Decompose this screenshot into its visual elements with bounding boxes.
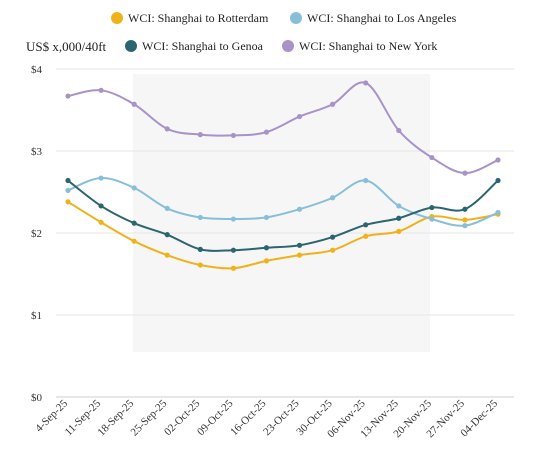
data-point (495, 157, 501, 163)
data-point (462, 206, 468, 212)
data-point (330, 101, 336, 107)
data-point (429, 204, 435, 211)
data-point (363, 222, 369, 228)
data-point (230, 216, 236, 222)
data-point (429, 154, 435, 161)
data-point (131, 220, 137, 226)
legend-swatch (282, 40, 294, 52)
data-point (197, 262, 203, 268)
data-point (263, 258, 270, 264)
data-point (65, 187, 71, 193)
data-point (164, 205, 170, 211)
legend-item: WCI: Shanghai to Rotterdam (111, 11, 269, 25)
series-2 (65, 175, 501, 229)
series-4 (65, 80, 501, 176)
data-point (396, 203, 402, 209)
legend-item: WCI: Shanghai to Los Angeles (290, 11, 457, 25)
data-point (396, 127, 402, 134)
legend-item: WCI: Shanghai to Genoa (125, 39, 264, 53)
data-point (65, 177, 71, 184)
y-tick-label: $4 (31, 64, 43, 76)
data-point (363, 177, 369, 184)
data-point (98, 203, 104, 209)
data-point (230, 247, 236, 253)
data-point (230, 265, 236, 271)
data-point (462, 170, 468, 176)
data-point (65, 199, 71, 205)
y-tick-label: $3 (31, 146, 43, 158)
y-axis: $0 $1 $2 $3 $4 (31, 64, 43, 404)
data-point (462, 217, 468, 223)
data-point (164, 232, 170, 238)
y-axis-label: US$ x,000/40ft (26, 39, 107, 54)
data-point (263, 245, 270, 251)
data-point (230, 132, 236, 139)
data-point (263, 129, 270, 135)
data-point (98, 175, 104, 181)
y-tick-label: $2 (31, 228, 42, 240)
data-point (495, 177, 501, 184)
legend-swatch (111, 12, 123, 24)
legend-label: WCI: Shanghai to New York (299, 39, 437, 53)
legend-item: WCI: Shanghai to New York (282, 39, 437, 53)
legend-swatch (125, 40, 137, 52)
series-line (67, 81, 499, 175)
legend-label: WCI: Shanghai to Rotterdam (128, 11, 269, 25)
data-point (363, 80, 369, 86)
data-point (263, 214, 270, 221)
legend-label: WCI: Shanghai to Genoa (142, 39, 264, 53)
data-point (396, 215, 402, 221)
data-point (98, 219, 104, 225)
data-point (164, 126, 170, 132)
y-tick-label: $0 (31, 392, 43, 404)
data-point (296, 206, 303, 212)
data-point (197, 132, 203, 138)
data-point (495, 209, 501, 216)
data-point (462, 223, 468, 229)
data-point (396, 228, 402, 234)
series-line (67, 177, 499, 227)
legend-swatch (290, 12, 302, 24)
data-point (131, 185, 137, 191)
data-point (363, 233, 369, 239)
data-point (296, 113, 303, 120)
data-point (197, 246, 203, 252)
legend: WCI: Shanghai to Rotterdam WCI: Shanghai … (111, 11, 457, 53)
x-tick-label: 04-Dec-25 (458, 397, 500, 439)
y-tick-label: $1 (31, 310, 42, 322)
legend-label: WCI: Shanghai to Los Angeles (307, 11, 457, 25)
data-point (65, 93, 71, 99)
gridlines (56, 68, 514, 398)
data-point (330, 234, 336, 240)
series-3 (65, 177, 501, 253)
data-point (296, 252, 303, 258)
series-line (67, 179, 499, 252)
data-point (98, 87, 104, 93)
data-point (429, 216, 435, 222)
series-lines (65, 80, 501, 271)
data-point (197, 214, 203, 221)
x-axis: 4-Sep-2511-Sep-2518-Sep-2525-Sep-2502-Oc… (33, 397, 500, 440)
data-point (131, 238, 137, 244)
data-point (164, 252, 170, 258)
data-point (330, 195, 336, 201)
data-point (131, 101, 137, 107)
data-point (330, 247, 336, 253)
data-point (296, 242, 303, 248)
